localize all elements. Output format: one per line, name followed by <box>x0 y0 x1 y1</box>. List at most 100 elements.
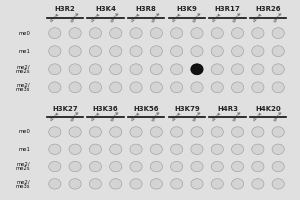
Circle shape <box>130 161 142 172</box>
Circle shape <box>252 64 264 75</box>
Text: r1mq: r1mq <box>171 111 182 122</box>
Circle shape <box>191 144 203 154</box>
Text: r1mq: r1mq <box>212 12 223 23</box>
Text: g1mb: g1mb <box>191 11 203 23</box>
Circle shape <box>49 179 61 189</box>
Circle shape <box>191 64 203 75</box>
Circle shape <box>130 82 142 93</box>
Circle shape <box>171 46 183 57</box>
Circle shape <box>232 28 244 39</box>
Text: H3K56: H3K56 <box>134 106 159 112</box>
Circle shape <box>171 144 183 154</box>
Circle shape <box>110 64 122 75</box>
Text: g1mb: g1mb <box>191 110 203 122</box>
Circle shape <box>150 161 162 172</box>
Text: r1mq: r1mq <box>212 111 223 122</box>
Circle shape <box>232 144 244 154</box>
Text: H3R8: H3R8 <box>136 6 157 12</box>
Circle shape <box>272 46 284 57</box>
Circle shape <box>150 179 162 189</box>
Circle shape <box>130 28 142 39</box>
Text: r1mq: r1mq <box>131 12 141 23</box>
Text: H3R2: H3R2 <box>55 6 75 12</box>
Circle shape <box>211 28 224 39</box>
Circle shape <box>130 144 142 154</box>
Circle shape <box>49 28 61 39</box>
Text: H3K27: H3K27 <box>52 106 78 112</box>
Circle shape <box>272 64 284 75</box>
Circle shape <box>69 28 81 39</box>
Circle shape <box>89 82 101 93</box>
Circle shape <box>69 144 81 154</box>
Text: g1mb: g1mb <box>232 110 243 122</box>
Circle shape <box>89 46 101 57</box>
Text: g1mb: g1mb <box>70 11 81 23</box>
Circle shape <box>89 64 101 75</box>
Circle shape <box>211 144 224 154</box>
Circle shape <box>150 144 162 154</box>
Circle shape <box>89 179 101 189</box>
Circle shape <box>89 161 101 172</box>
Text: g1mb: g1mb <box>273 110 284 122</box>
Text: r1mq: r1mq <box>253 12 263 23</box>
Text: me2/
me3s: me2/ me3s <box>16 83 30 92</box>
Circle shape <box>110 82 122 93</box>
Circle shape <box>211 127 224 137</box>
Text: g1mb: g1mb <box>232 11 243 23</box>
Circle shape <box>191 46 203 57</box>
Circle shape <box>272 28 284 39</box>
Circle shape <box>252 144 264 154</box>
Text: g1mb: g1mb <box>110 110 121 122</box>
Circle shape <box>191 28 203 39</box>
Circle shape <box>69 64 81 75</box>
Circle shape <box>110 144 122 154</box>
Circle shape <box>272 161 284 172</box>
Circle shape <box>252 82 264 93</box>
Circle shape <box>49 46 61 57</box>
Circle shape <box>272 127 284 137</box>
Circle shape <box>89 127 101 137</box>
Circle shape <box>69 127 81 137</box>
Circle shape <box>171 64 183 75</box>
Text: H3R26: H3R26 <box>255 6 281 12</box>
Circle shape <box>272 82 284 93</box>
Circle shape <box>69 161 81 172</box>
Text: me0: me0 <box>19 129 30 134</box>
Circle shape <box>232 82 244 93</box>
Text: g1mb: g1mb <box>70 110 81 122</box>
Circle shape <box>232 46 244 57</box>
Text: H3K36: H3K36 <box>93 106 119 112</box>
Circle shape <box>252 46 264 57</box>
Circle shape <box>171 179 183 189</box>
Text: me2/
me2s: me2/ me2s <box>16 64 30 74</box>
Text: me2/
me2s: me2/ me2s <box>16 162 30 171</box>
Circle shape <box>191 179 203 189</box>
Circle shape <box>171 161 183 172</box>
Text: g1mb: g1mb <box>151 110 162 122</box>
Circle shape <box>211 64 224 75</box>
Circle shape <box>130 179 142 189</box>
Circle shape <box>110 127 122 137</box>
Circle shape <box>49 64 61 75</box>
Circle shape <box>252 179 264 189</box>
Circle shape <box>89 144 101 154</box>
Circle shape <box>69 179 81 189</box>
Circle shape <box>150 64 162 75</box>
Circle shape <box>232 127 244 137</box>
Circle shape <box>232 179 244 189</box>
Circle shape <box>49 127 61 137</box>
Text: r1mq: r1mq <box>90 111 101 122</box>
Text: r1mq: r1mq <box>50 111 60 122</box>
Text: H3K4: H3K4 <box>95 6 116 12</box>
Circle shape <box>232 64 244 75</box>
Text: H3K79: H3K79 <box>174 106 200 112</box>
Text: g1mb: g1mb <box>273 11 284 23</box>
Text: r1mq: r1mq <box>131 111 141 122</box>
Text: me1: me1 <box>19 147 30 152</box>
Circle shape <box>150 28 162 39</box>
Circle shape <box>191 82 203 93</box>
Circle shape <box>232 161 244 172</box>
Circle shape <box>110 161 122 172</box>
Text: H4R3: H4R3 <box>217 106 238 112</box>
Text: me2/
me3s: me2/ me3s <box>16 179 30 189</box>
